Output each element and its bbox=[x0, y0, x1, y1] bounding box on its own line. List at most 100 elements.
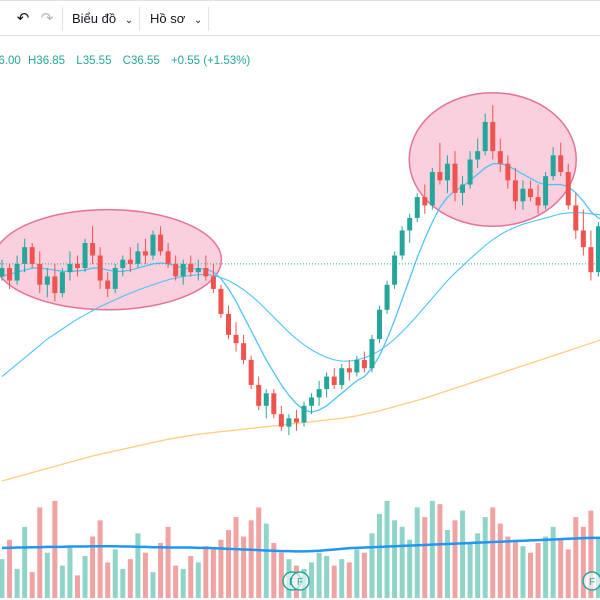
volume-bar bbox=[369, 533, 375, 598]
volume-bar bbox=[120, 568, 126, 598]
candle-body bbox=[384, 284, 390, 310]
candle-body bbox=[22, 247, 28, 264]
candle-body bbox=[475, 151, 481, 160]
volume-bar bbox=[165, 526, 171, 598]
candle-body bbox=[59, 272, 65, 294]
candle-body bbox=[535, 197, 541, 206]
candle-body bbox=[460, 184, 466, 193]
candle-body bbox=[316, 389, 322, 398]
candle-body bbox=[505, 163, 511, 181]
volume-bar bbox=[482, 517, 488, 598]
event-marker bbox=[290, 571, 310, 591]
volume-bar bbox=[512, 539, 518, 598]
volume-bar bbox=[14, 568, 20, 598]
candle-body bbox=[558, 155, 564, 173]
candle-body bbox=[588, 247, 594, 273]
volume-bar bbox=[550, 526, 556, 598]
volume-bar bbox=[490, 507, 496, 598]
volume-bar bbox=[90, 536, 96, 598]
profile-menu-label: Hồ sơ bbox=[150, 11, 186, 26]
volume-bar bbox=[437, 504, 443, 598]
candle-body bbox=[0, 268, 5, 277]
volume-bar bbox=[271, 543, 277, 598]
candle-body bbox=[120, 259, 126, 269]
volume-bar bbox=[59, 565, 65, 598]
candle-body bbox=[369, 339, 375, 369]
candle-body bbox=[263, 393, 269, 406]
candle-body bbox=[595, 226, 600, 273]
volume-bar bbox=[256, 507, 262, 598]
candle-body bbox=[7, 268, 13, 281]
redo-icon[interactable]: ↷ bbox=[40, 10, 54, 27]
low-value: 35.55 bbox=[82, 55, 112, 67]
volume-bar bbox=[565, 549, 571, 598]
profile-menu-button[interactable]: Hồ sơ ⌄ bbox=[150, 7, 202, 31]
volume-bar bbox=[7, 539, 13, 598]
volume-bar bbox=[505, 536, 511, 598]
top-toolbar: ↶ ↷ Biểu đồ ⌄ Hồ sơ ⌄ bbox=[0, 0, 600, 36]
chevron-down-icon: ⌄ bbox=[124, 15, 134, 26]
event-marker-label: F bbox=[589, 577, 595, 588]
candle-body bbox=[203, 268, 209, 277]
candle-body bbox=[293, 418, 299, 423]
volume-bar bbox=[142, 552, 148, 598]
volume-bar bbox=[263, 523, 269, 598]
volume-bar bbox=[331, 565, 337, 598]
volume-bar bbox=[528, 552, 533, 598]
volume-bar bbox=[467, 543, 473, 598]
candle-body bbox=[135, 251, 141, 264]
volume-bar bbox=[105, 562, 111, 598]
event-marker-label: F bbox=[297, 577, 303, 588]
candle-body bbox=[241, 343, 247, 360]
close-value: 36.55 bbox=[130, 55, 160, 67]
ma-long-line bbox=[1, 211, 600, 378]
volume-bar bbox=[22, 526, 28, 598]
volume-bar bbox=[158, 543, 164, 598]
volume-bar bbox=[407, 539, 413, 598]
volume-bar bbox=[127, 559, 133, 598]
volume-bar bbox=[203, 546, 209, 598]
candle-body bbox=[127, 259, 133, 264]
volume-bar bbox=[595, 536, 600, 598]
volume-bar bbox=[29, 572, 35, 598]
volume-bar bbox=[316, 552, 322, 598]
candle-body bbox=[429, 172, 435, 206]
candle-body bbox=[158, 234, 164, 252]
candle-body bbox=[218, 288, 224, 314]
candle-body bbox=[565, 172, 571, 206]
volume-bar bbox=[210, 549, 216, 598]
volume-bar bbox=[558, 539, 564, 598]
volume-bar bbox=[580, 526, 586, 598]
chart-menu-button[interactable]: Biểu đồ ⌄ bbox=[72, 7, 133, 31]
candle-body bbox=[226, 313, 231, 335]
candle-body bbox=[112, 268, 118, 289]
candle-body bbox=[377, 309, 382, 340]
candle-body bbox=[580, 230, 586, 248]
volume-bar bbox=[44, 552, 50, 598]
price-chart[interactable]: FFF bbox=[0, 36, 600, 600]
volume-bar bbox=[573, 517, 579, 598]
volume-bar bbox=[195, 562, 201, 598]
candle-body bbox=[188, 263, 194, 273]
undo-icon[interactable]: ↶ bbox=[16, 10, 30, 27]
ma-200-line bbox=[1, 339, 600, 482]
volume-bar bbox=[339, 559, 345, 598]
volume-bar bbox=[346, 562, 352, 598]
volume-bar bbox=[324, 555, 330, 598]
volume-bar bbox=[309, 562, 315, 598]
candle-body bbox=[14, 263, 20, 281]
volume-bar bbox=[180, 568, 186, 598]
candle-body bbox=[467, 159, 473, 185]
candle-body bbox=[90, 242, 96, 256]
candle-body bbox=[195, 268, 201, 273]
volume-bar bbox=[588, 510, 594, 598]
candle-body bbox=[248, 359, 254, 385]
candle-body bbox=[180, 263, 186, 277]
volume-bar bbox=[52, 500, 58, 598]
candle-body bbox=[550, 155, 556, 177]
candle-body bbox=[324, 376, 330, 390]
candle-body bbox=[165, 251, 171, 264]
volume-bar bbox=[248, 520, 254, 598]
volume-bar bbox=[67, 546, 73, 598]
candle-body bbox=[528, 188, 533, 198]
